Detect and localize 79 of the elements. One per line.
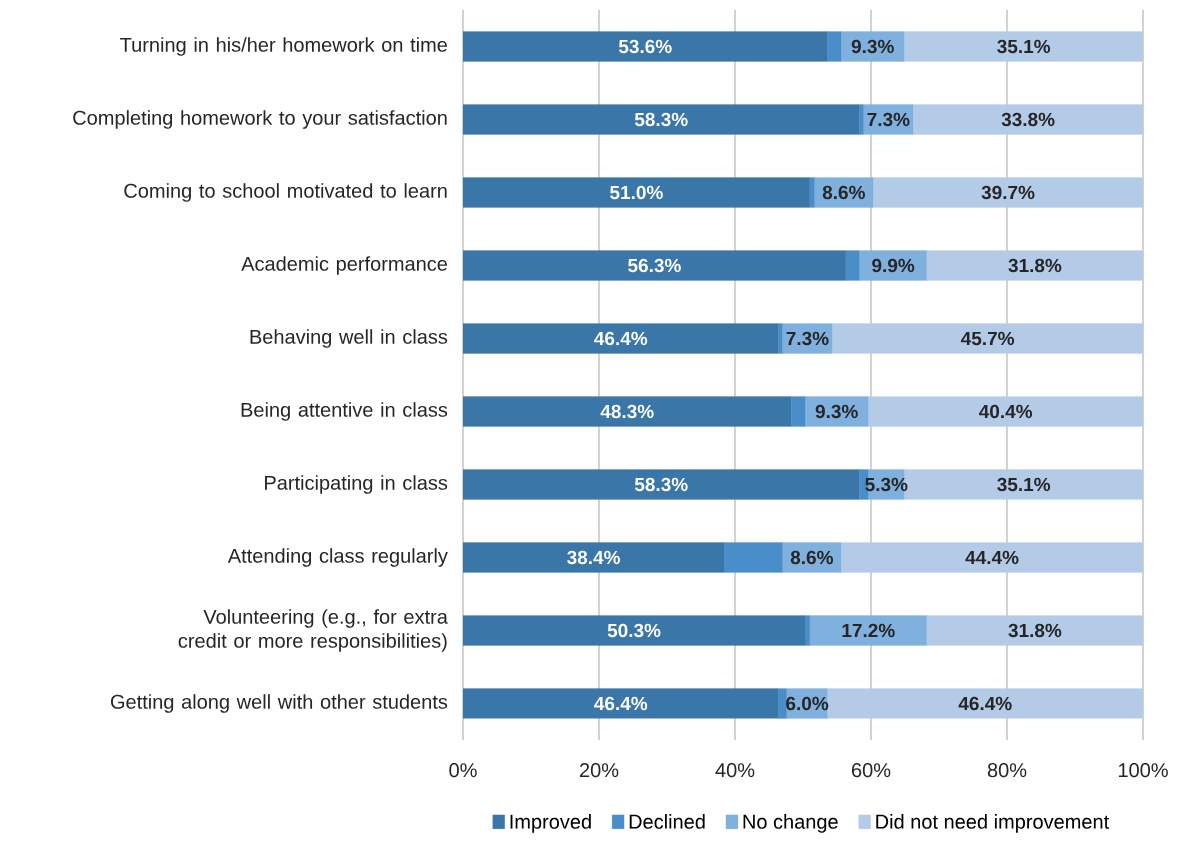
data-label: 8.6%: [822, 185, 865, 200]
y-tick-label: Getting along well with other students: [110, 694, 448, 713]
bar: [926, 615, 1144, 646]
bar: [724, 542, 783, 573]
bar: [845, 250, 860, 281]
bar: [904, 31, 1144, 62]
bar: [463, 688, 779, 719]
data-label: 35.1%: [997, 477, 1051, 492]
x-tick-label: 100%: [1118, 763, 1168, 778]
y-tick-label: Turning in his/her homework on time: [120, 37, 447, 56]
bar: [809, 177, 815, 208]
legend-label: No change: [743, 814, 838, 833]
y-tick-label: Attending class regularly: [227, 548, 448, 567]
x-tick-label: 20%: [579, 763, 619, 778]
bar: [809, 615, 927, 646]
y-tick-label: Academic performance: [241, 256, 447, 275]
data-label: 51.0%: [610, 185, 663, 200]
data-label: 9.3%: [851, 39, 894, 54]
data-label: 46.4%: [958, 696, 1012, 711]
x-tick-label: 80%: [987, 763, 1027, 778]
data-label: 17.2%: [842, 623, 895, 638]
x-tick-label: 0%: [449, 763, 477, 778]
bar: [791, 396, 806, 427]
data-label: 58.3%: [634, 477, 688, 492]
bar: [463, 31, 828, 62]
data-label: 39.7%: [981, 185, 1035, 200]
bar: [827, 688, 1144, 719]
legend-label: Declined: [629, 814, 705, 829]
bar: [840, 542, 1144, 573]
data-label: 5.3%: [865, 477, 908, 492]
data-label: 6.0%: [786, 696, 829, 711]
data-label: 9.3%: [815, 404, 858, 419]
y-tick-label: Being attentive in class: [241, 402, 448, 421]
bar: [778, 688, 787, 719]
bar: [463, 615, 806, 646]
data-label: 56.3%: [628, 258, 681, 273]
data-label: 35.1%: [997, 39, 1051, 54]
bar: [463, 250, 846, 281]
data-label: 44.4%: [965, 550, 1019, 565]
data-label: 45.7%: [960, 331, 1015, 346]
bar: [463, 177, 810, 208]
bar: [463, 396, 792, 427]
bar: [859, 104, 864, 135]
bar: [926, 250, 1144, 281]
data-label: 58.3%: [634, 112, 688, 127]
data-label: 31.8%: [1008, 623, 1062, 638]
x-tick-label: 60%: [851, 763, 891, 778]
bar: [463, 104, 860, 135]
bar: [463, 323, 779, 354]
legend-label: Did not need improvement: [876, 814, 1110, 833]
data-label: 33.8%: [1001, 112, 1055, 127]
y-tick-label: Volunteering (e.g., for extra credit or more responsibilities): [178, 609, 448, 652]
bar: [859, 250, 927, 281]
bar: [868, 396, 1144, 427]
bar: [913, 104, 1144, 135]
bar: [463, 469, 860, 500]
bar: [832, 323, 1144, 354]
data-label: 38.4%: [567, 550, 621, 565]
y-tick-label: Coming to school motivated to learn: [124, 183, 447, 202]
data-label: 31.8%: [1008, 258, 1062, 273]
data-label: 9.9%: [872, 258, 915, 273]
data-label: 46.4%: [594, 331, 648, 346]
data-label: 53.6%: [618, 39, 672, 54]
y-tick-label: Behaving well in class: [250, 329, 448, 348]
y-tick-label: Completing homework to your satisfaction: [73, 110, 447, 129]
data-label: 46.4%: [594, 696, 648, 711]
bar: [778, 323, 783, 354]
data-label: 48.3%: [600, 404, 654, 419]
data-label: 7.3%: [867, 112, 910, 127]
bar: [463, 542, 725, 573]
data-label: 8.6%: [790, 550, 834, 565]
data-label: 40.4%: [979, 404, 1033, 419]
legend-label: Improved: [510, 814, 591, 833]
bar: [827, 31, 842, 62]
bar: [872, 177, 1144, 208]
data-label: 7.3%: [786, 331, 829, 346]
x-tick-label: 40%: [715, 763, 755, 778]
y-tick-label: Participating in class: [265, 475, 448, 494]
data-label: 50.3%: [607, 623, 661, 638]
